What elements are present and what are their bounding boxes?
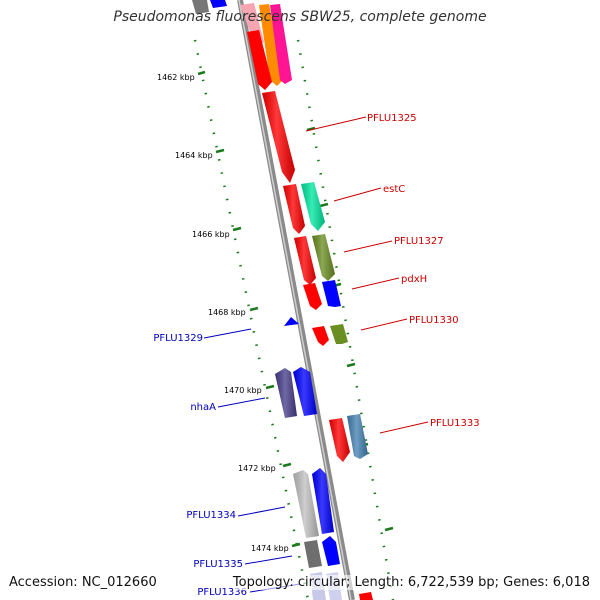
tick-label-1464: 1464 kbp [175,151,213,160]
gene-forward-pdxh [322,280,341,307]
gene-reverse-pflu1335-gray [304,540,322,568]
tick-label-1468: 1468 kbp [208,308,246,317]
gene-forward-bottom-red [359,592,373,600]
label-pflu1336: PFLU1336 [197,587,247,598]
gene-shading [262,91,368,538]
gene-reverse-pflu1335 [322,536,340,566]
label-pflu1334: PFLU1334 [186,510,236,521]
genome-title: Pseudomonas fluorescens SBW25, complete … [113,9,487,25]
gene-forward-red-5 [303,283,322,310]
tick-label-1466: 1466 kbp [192,230,230,239]
genome-backbone-highlight [238,0,352,600]
tick-label-1472: 1472 kbp [238,464,276,473]
tick-label-1462: 1462 kbp [157,73,195,82]
gene-reverse-top-blue [210,0,227,8]
gene-forward-red-1 [247,30,272,90]
label-pflu1329: PFLU1329 [153,333,203,344]
label-pflu1325: PFLU1325 [367,113,417,124]
label-pflu1330: PFLU1330 [409,315,459,326]
gene-reverse-pflu1329 [284,317,299,326]
tick-label-1474: 1474 kbp [251,544,289,553]
gene-forward-red-6 [312,326,329,346]
label-nhaa: nhaA [190,402,216,413]
gene-forward-pflu1330 [330,324,348,344]
forward-leader-lines [305,116,429,434]
label-pdxh: pdxH [401,274,427,285]
label-estc: estC [383,184,405,195]
inner-tick-ring [193,39,310,600]
outer-tick-ring [296,39,395,600]
tick-label-1470: 1470 kbp [224,386,262,395]
gene-reverse-top-gray [192,0,209,14]
label-pflu1335: PFLU1335 [193,559,243,570]
label-pflu1333: PFLU1333 [430,418,480,429]
reverse-leader-lines [203,328,301,593]
label-pflu1327: PFLU1327 [394,236,444,247]
gene-forward-magenta [270,4,292,84]
gene-forward-orange [259,4,283,86]
accession-text: Accession: NC_012660 [9,575,157,590]
genome-summary-text: Topology: circular; Length: 6,722,539 bp… [232,575,590,590]
genome-backbone [237,0,355,600]
